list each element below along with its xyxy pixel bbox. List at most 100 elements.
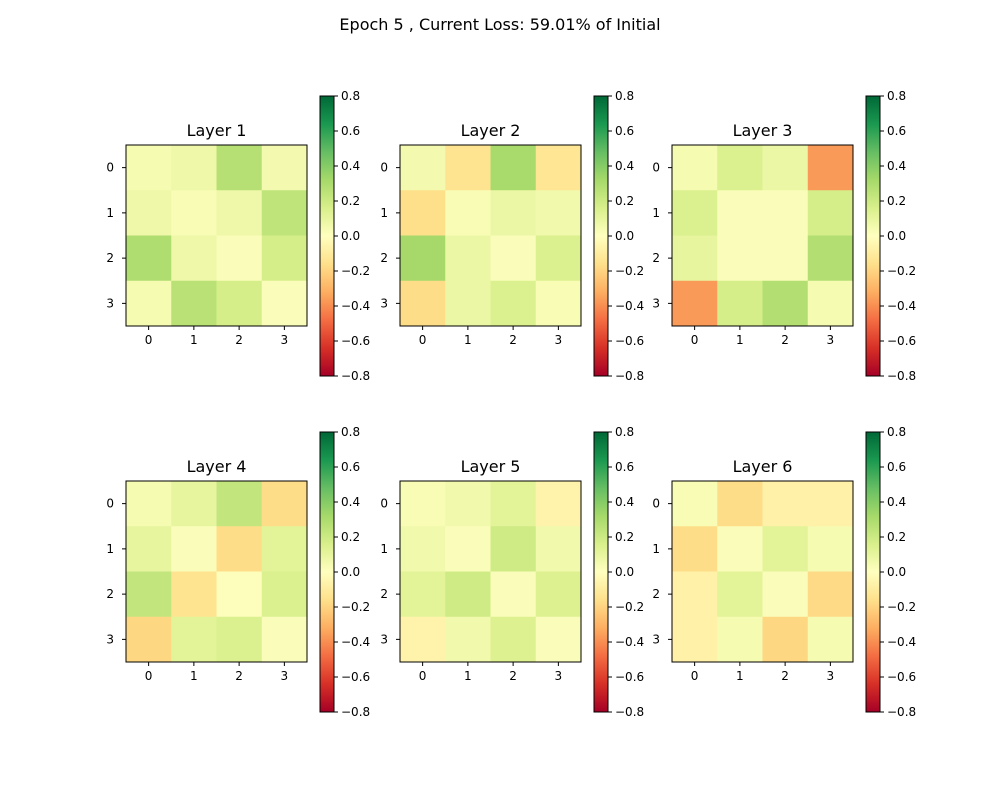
- y-tick-label: 2: [652, 251, 660, 265]
- heatmap-cell: [216, 616, 263, 663]
- x-tick-label: 2: [781, 669, 789, 683]
- heatmap-cell: [261, 616, 308, 663]
- heatmap-cell: [762, 616, 809, 663]
- colorbar-tick-label: −0.4: [887, 635, 916, 649]
- heatmap-cell: [126, 190, 172, 236]
- colorbar-tick-label: −0.6: [341, 334, 370, 348]
- x-tick-label: 3: [555, 669, 563, 683]
- colorbar-tick-label: 0.2: [615, 194, 634, 208]
- heatmap-cell: [261, 481, 308, 527]
- heatmap-cell: [171, 190, 217, 236]
- colorbar-tick-label: 0.0: [341, 565, 360, 579]
- panel-title: Layer 1: [187, 121, 247, 140]
- heatmap-cell: [400, 145, 446, 191]
- axes-frame: [399, 480, 582, 663]
- x-tick-label: 1: [736, 333, 744, 347]
- heatmap-cell: [216, 145, 263, 191]
- heatmap-cell: [717, 616, 763, 663]
- colorbar-tick-label: −0.4: [615, 635, 644, 649]
- colorbar-tick-label: 0.2: [887, 194, 906, 208]
- heatmap-cell: [717, 481, 763, 527]
- heatmap-cell: [672, 571, 718, 618]
- colorbar-tick-label: 0.4: [887, 159, 906, 173]
- heatmap-cell: [261, 526, 308, 572]
- heatmap-cell: [445, 571, 491, 618]
- y-tick-label: 1: [652, 206, 660, 220]
- heatmap-panel: Layer 3 0 1 2 3 0 1 2 3 0.8 0.6 0.4 0.2 0.0 −0.2 −0.4 −0…: [652, 89, 916, 383]
- heatmap-cell: [171, 526, 217, 572]
- figure-title: Epoch 5 , Current Loss: 59.01% of Initia…: [339, 15, 660, 34]
- colorbar-tick-label: −0.6: [615, 670, 644, 684]
- colorbar-tick-label: 0.2: [341, 530, 360, 544]
- panel-title: Layer 4: [187, 457, 247, 476]
- y-tick-label: 3: [106, 296, 114, 310]
- colorbar-tick-label: −0.4: [887, 299, 916, 313]
- y-tick-label: 2: [106, 587, 114, 601]
- colorbar-tick-label: 0.8: [615, 425, 634, 439]
- heatmap-cell: [807, 190, 854, 236]
- heatmap-cell: [216, 481, 263, 527]
- x-tick-label: 3: [555, 333, 563, 347]
- panel-title: Layer 2: [461, 121, 521, 140]
- heatmap-cell: [400, 616, 446, 663]
- colorbar: [593, 95, 609, 377]
- colorbar-tick-label: 0.4: [887, 495, 906, 509]
- heatmap-panel: Layer 1 0 1 2 3 0 1 2 3 0.8 0.6 0.4 0.2 0.0 −0.2 −0.4 −0…: [106, 89, 370, 383]
- heatmap-cell: [216, 190, 263, 236]
- heatmap-cell: [261, 571, 308, 618]
- colorbar-tick-label: 0.4: [615, 159, 634, 173]
- colorbar-tick-label: −0.6: [887, 670, 916, 684]
- heatmap-cell: [216, 571, 263, 618]
- colorbar-tick-label: −0.8: [887, 705, 916, 719]
- heatmap-cell: [171, 616, 217, 663]
- axes-frame: [125, 144, 308, 327]
- colorbar-tick-label: −0.8: [341, 369, 370, 383]
- heatmap-cell: [126, 235, 172, 282]
- heatmap-cell: [216, 526, 263, 572]
- heatmap-cell: [126, 481, 172, 527]
- x-tick-label: 3: [827, 333, 835, 347]
- y-tick-label: 0: [380, 161, 388, 175]
- heatmap-cell: [717, 190, 763, 236]
- colorbar: [319, 95, 335, 377]
- x-tick-label: 0: [419, 669, 427, 683]
- heatmap-cell: [535, 280, 582, 327]
- heatmap-panel: Layer 6 0 1 2 3 0 1 2 3 0.8 0.6 0.4 0.2 0.0 −0.2 −0.4 −0…: [652, 425, 916, 719]
- panel-title: Layer 5: [461, 457, 521, 476]
- heatmap-cell: [400, 190, 446, 236]
- heatmap-cell: [490, 571, 537, 618]
- heatmap-cell: [490, 280, 537, 327]
- heatmap-panel: Layer 5 0 1 2 3 0 1 2 3 0.8 0.6 0.4 0.2 0.0 −0.2 −0.4 −0…: [380, 425, 644, 719]
- x-tick-label: 0: [145, 333, 153, 347]
- heatmap-cell: [490, 145, 537, 191]
- colorbar-tick-label: 0.0: [887, 229, 906, 243]
- heatmap-cell: [445, 190, 491, 236]
- colorbar-tick-label: 0.6: [341, 124, 360, 138]
- x-tick-label: 3: [827, 669, 835, 683]
- colorbar-tick-label: −0.2: [615, 264, 644, 278]
- y-tick-label: 2: [380, 251, 388, 265]
- colorbar-tick-label: 0.0: [341, 229, 360, 243]
- heatmap-cell: [216, 235, 263, 282]
- colorbar-tick-label: −0.4: [341, 299, 370, 313]
- colorbar: [865, 431, 881, 713]
- x-tick-label: 2: [509, 333, 517, 347]
- heatmap-cell: [400, 571, 446, 618]
- heatmap-cell: [672, 526, 718, 572]
- x-tick-label: 1: [736, 669, 744, 683]
- colorbar: [593, 431, 609, 713]
- axes-frame: [125, 480, 308, 663]
- y-tick-label: 1: [106, 542, 114, 556]
- heatmap-cell: [400, 481, 446, 527]
- heatmap-cell: [490, 526, 537, 572]
- colorbar-tick-label: −0.4: [341, 635, 370, 649]
- axes-frame: [671, 480, 854, 663]
- heatmap-cell: [717, 571, 763, 618]
- colorbar: [865, 95, 881, 377]
- y-tick-label: 2: [106, 251, 114, 265]
- heatmap-cell: [171, 145, 217, 191]
- y-tick-label: 2: [380, 587, 388, 601]
- heatmap-cell: [807, 145, 854, 191]
- colorbar-tick-label: −0.8: [615, 369, 644, 383]
